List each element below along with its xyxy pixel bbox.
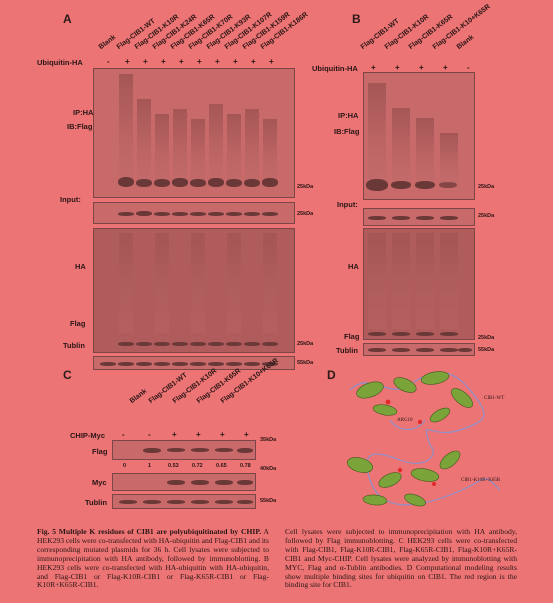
lane-label: Blank [128,387,149,405]
ha-label: HA [75,262,86,271]
tublin-blot [363,343,475,356]
chip-sign: - [122,430,125,439]
ub-sign: + [179,57,184,66]
ub-sign: + [419,63,424,72]
kda-marker: 25kDa [297,184,314,190]
ib-label: IB:Flag [67,122,93,131]
quant-value: 0.65 [216,463,227,469]
input-flag-blot [93,202,295,224]
flag-blot [112,440,256,460]
ub-sign: - [107,57,110,66]
panel-label-b: B [352,12,361,26]
kda-marker: 25kDa [478,335,495,341]
chip-sign: + [220,430,225,439]
tublin-label: Tublin [63,341,85,350]
quant-value: 0.78 [240,463,251,469]
flag-label: Flag [344,332,360,341]
chip-sign: - [148,430,151,439]
chip-sign: + [196,430,201,439]
myc-blot [112,473,256,491]
ub-sign: + [125,57,130,66]
ub-sign: + [233,57,238,66]
kda-marker: 25kDa [478,213,495,219]
chip-sign: + [172,430,177,439]
kda-marker: 55kDa [297,360,314,366]
panel-label-c: C [63,368,72,382]
protein-structure-image [347,371,501,507]
ub-sign: + [269,57,274,66]
chip-myc-label: CHIP-Myc [70,431,106,440]
input-label: Input: [337,200,358,209]
caption-column-1: Fig. 5 Multiple K residues of CIB1 are p… [37,527,270,590]
lane-label: Blank [455,33,476,51]
quant-value: 0 [123,463,127,469]
panel-label-d: D [327,368,336,382]
ub-sign: + [395,63,400,72]
ubiquitin-ha-label: Ubiquitin-HA [37,58,83,67]
tublin-label: Tublin [336,346,358,355]
wt-structure-label: CIB1-WT [484,396,505,401]
flag-label: Flag [70,319,86,328]
ub-sign: + [443,63,448,72]
ub-sign: + [143,57,148,66]
input-flag-blot [363,208,475,226]
ub-sign: + [215,57,220,66]
ip-label: IP:HA [338,111,359,120]
flag-label: Flag [92,447,108,456]
tublin-blot [112,494,256,509]
kda-marker: 35kDa [260,437,277,443]
ha-blot [93,228,295,353]
ha-label: HA [348,262,359,271]
lane-label: Blank [97,33,118,51]
ubiquitin-ha-label: Ubiquitin-HA [312,64,358,73]
figure-number: Fig. 5 [37,527,57,536]
tublin-blot [93,356,295,370]
figure-title: Multiple K residues of CIB1 are polyubiq… [58,527,262,536]
ub-sign: + [161,57,166,66]
kda-marker: 25kDa [297,341,314,347]
ub-sign: + [251,57,256,66]
kda-marker: 25kDa [297,211,314,217]
ub-sign: + [371,63,376,72]
ib-label: IB:Flag [334,127,360,136]
quant-value: 1 [148,463,152,469]
ip-blot [363,72,475,200]
ub-sign: + [197,57,202,66]
caption-column-2: Cell lysates were subjected to immunopre… [285,527,517,590]
ha-blot [363,228,475,340]
kda-marker: 40kDa [260,466,277,472]
chip-sign: + [244,430,249,439]
binding-site-label: ARG10 [397,418,413,423]
kda-marker: 55kDa [478,347,495,353]
tublin-label: Tublin [85,498,107,507]
ip-label: IP:HA [73,108,94,117]
kda-marker: 25kDa [478,184,495,190]
myc-label: Myc [92,478,107,487]
ip-blot [93,68,295,198]
kda-marker: 55kDa [260,498,277,504]
caption-text-1: A HEK293 cells were co-transfected with … [37,527,270,590]
quant-value: 0.53 [168,463,179,469]
mutant-structure-label: CIB1-K10R+K65R [461,478,501,483]
quant-value: 0.72 [192,463,203,469]
input-label: Input: [60,195,81,204]
ub-sign: - [467,63,470,72]
panel-label-a: A [63,12,72,26]
caption-text-2: Cell lysates were subjected to immunopre… [285,527,517,590]
